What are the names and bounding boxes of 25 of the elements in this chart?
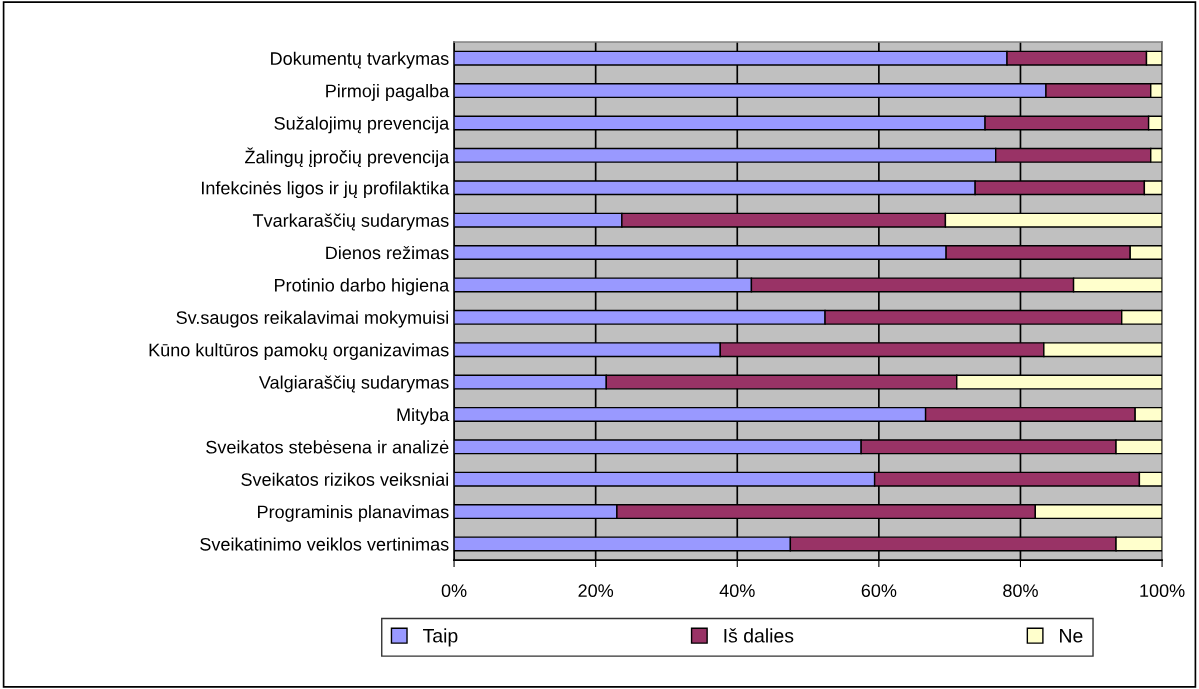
y-tick-label: Pirmoji pagalba <box>326 84 450 101</box>
y-tick-label: Programinis planavimas <box>258 505 449 522</box>
y-tick-label: Sveikatos rizikos veiksniai <box>241 472 448 486</box>
x-tick-label: 40% <box>719 584 755 598</box>
y-tick-label: Protinio darbo higiena <box>275 278 450 296</box>
legend-label: Iš dalies <box>724 628 794 643</box>
x-tick-label: 60% <box>861 584 897 598</box>
y-tick-label: Valgiaraščių sudarymas <box>258 375 449 393</box>
legend-label: Ne <box>1060 629 1083 643</box>
y-tick-label: Sv.saugos reikalavimai mokymuisi <box>176 310 448 328</box>
legend-label: Taip <box>423 628 458 647</box>
y-tick-label: Sužalojimų prevencija <box>274 116 450 134</box>
y-tick-label: Sveikatinimo veiklos vertinimas <box>200 537 449 551</box>
x-tick-label: 80% <box>1003 584 1038 598</box>
y-tick-label: Mityba <box>397 407 450 425</box>
y-tick-label: Infekcinės ligos ir jų profilaktika <box>202 181 450 199</box>
x-tick-label: 0% <box>441 584 467 598</box>
x-tick-label: 100% <box>1140 584 1185 598</box>
y-tick-label: Sveikatos stebėsena ir analizė <box>206 440 449 454</box>
y-tick-label: Dokumentų tvarkymas <box>271 51 449 69</box>
y-tick-label: Tvarkaraščių sudarymas <box>252 213 449 231</box>
y-tick-label: Dienos režimas <box>326 245 449 260</box>
y-tick-label: Kūno kultūros pamokų organizavimas <box>149 343 449 360</box>
x-tick-label: 20% <box>578 584 614 598</box>
y-tick-label: Žalingų įpročių prevencija <box>245 147 450 168</box>
